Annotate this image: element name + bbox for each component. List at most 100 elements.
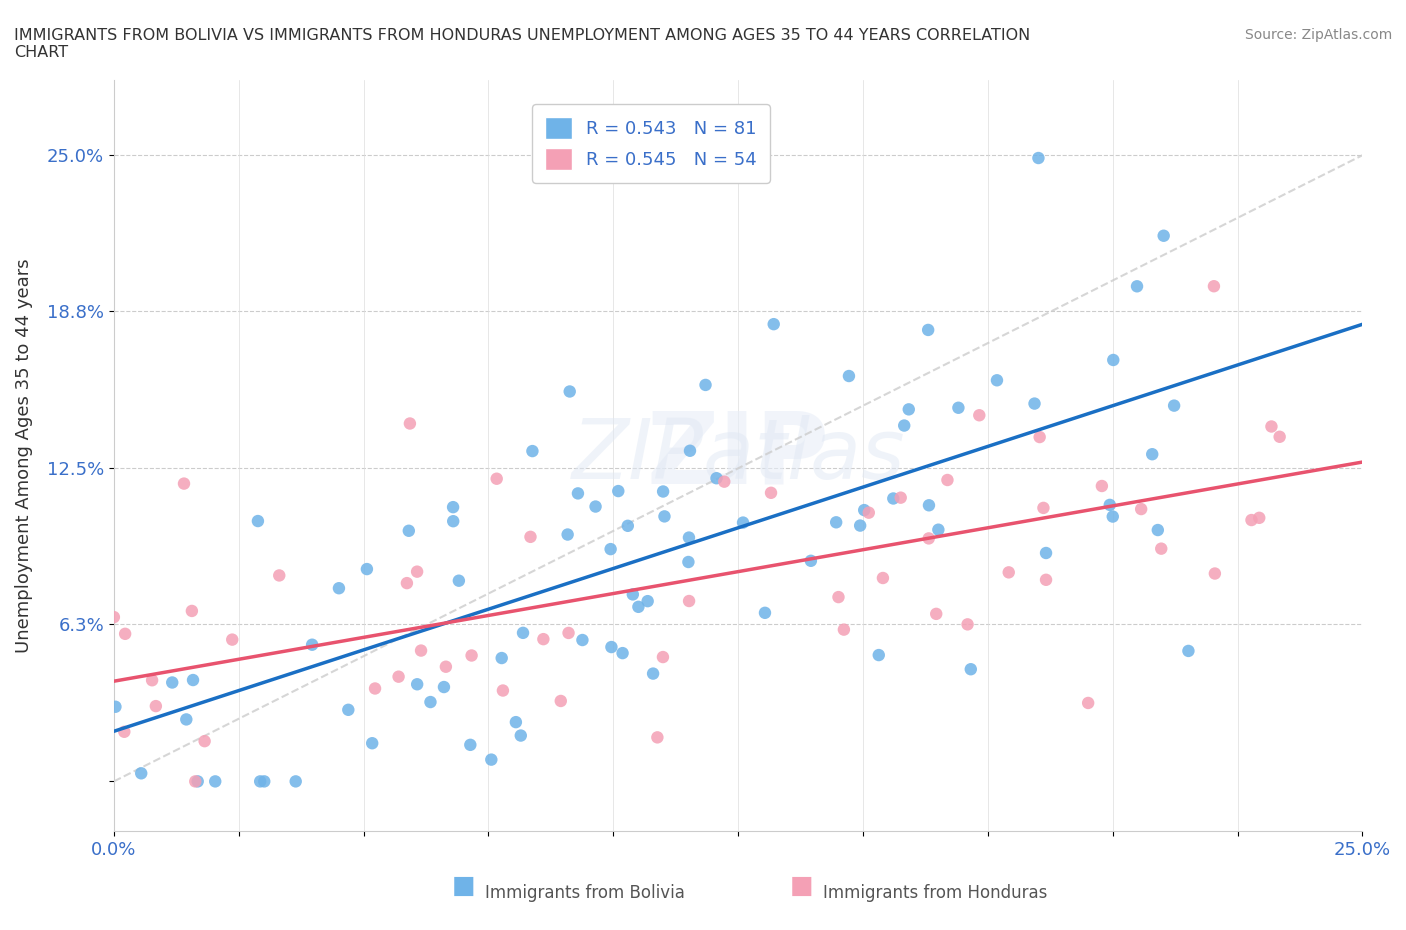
Point bbox=[176, 712, 198, 727]
Point bbox=[959, 662, 981, 677]
Point bbox=[678, 554, 700, 569]
Point bbox=[1032, 500, 1054, 515]
Point bbox=[832, 622, 855, 637]
Point bbox=[512, 625, 534, 640]
Point bbox=[956, 617, 979, 631]
Point bbox=[441, 499, 464, 514]
Point bbox=[184, 774, 207, 789]
Point bbox=[141, 672, 163, 687]
Point bbox=[301, 637, 323, 652]
Point bbox=[1098, 498, 1121, 512]
Point bbox=[679, 444, 702, 458]
Point bbox=[419, 695, 441, 710]
Point bbox=[145, 698, 167, 713]
Point bbox=[253, 774, 276, 789]
Point bbox=[872, 571, 894, 586]
Point bbox=[434, 659, 457, 674]
Point bbox=[409, 644, 432, 658]
Point bbox=[550, 694, 572, 709]
Point bbox=[1035, 546, 1057, 561]
Point bbox=[114, 627, 136, 642]
Point bbox=[731, 515, 754, 530]
Point bbox=[652, 484, 675, 498]
Text: Immigrants from Bolivia: Immigrants from Bolivia bbox=[485, 884, 685, 902]
Point bbox=[853, 502, 876, 517]
Point bbox=[491, 651, 513, 666]
Point bbox=[399, 416, 422, 431]
Point bbox=[1249, 511, 1271, 525]
Point bbox=[1077, 696, 1099, 711]
Point bbox=[567, 486, 589, 501]
Point bbox=[246, 513, 269, 528]
Point bbox=[522, 444, 544, 458]
Point bbox=[617, 518, 640, 533]
Point bbox=[627, 600, 650, 615]
Point bbox=[652, 650, 675, 665]
Point bbox=[1101, 509, 1123, 524]
Point bbox=[364, 681, 387, 696]
Text: Immigrants from Honduras: Immigrants from Honduras bbox=[823, 884, 1047, 902]
Point bbox=[173, 476, 195, 491]
Point bbox=[1146, 523, 1168, 538]
Point bbox=[447, 573, 470, 588]
Point bbox=[1091, 479, 1114, 494]
Point bbox=[893, 418, 915, 433]
Point bbox=[838, 368, 860, 383]
Point bbox=[948, 400, 970, 415]
Point bbox=[1028, 151, 1050, 166]
Point bbox=[269, 568, 291, 583]
Text: IMMIGRANTS FROM BOLIVIA VS IMMIGRANTS FROM HONDURAS UNEMPLOYMENT AMONG AGES 35 T: IMMIGRANTS FROM BOLIVIA VS IMMIGRANTS FR… bbox=[14, 28, 1031, 60]
Point bbox=[997, 565, 1019, 579]
Point bbox=[1035, 572, 1057, 587]
Point bbox=[406, 677, 429, 692]
Text: ■: ■ bbox=[453, 874, 475, 897]
Point bbox=[181, 672, 204, 687]
Point bbox=[460, 737, 482, 752]
Point bbox=[918, 531, 941, 546]
Text: ■: ■ bbox=[790, 874, 813, 897]
Point bbox=[187, 774, 209, 789]
Text: ZIPatlas: ZIPatlas bbox=[571, 416, 905, 497]
Point bbox=[129, 766, 152, 781]
Point bbox=[1150, 541, 1173, 556]
Point bbox=[599, 541, 621, 556]
Point bbox=[1028, 430, 1050, 445]
Point bbox=[406, 565, 429, 579]
Point bbox=[492, 683, 515, 698]
Point bbox=[204, 774, 226, 789]
Point bbox=[509, 728, 531, 743]
Point bbox=[395, 576, 418, 591]
Point bbox=[398, 524, 420, 538]
Point bbox=[1260, 419, 1282, 434]
Point bbox=[762, 317, 785, 332]
Point bbox=[925, 606, 948, 621]
Point bbox=[585, 499, 607, 514]
Point bbox=[825, 515, 848, 530]
Point bbox=[695, 378, 717, 392]
Point bbox=[1102, 352, 1125, 367]
Point bbox=[986, 373, 1008, 388]
Point bbox=[637, 593, 659, 608]
Point bbox=[969, 408, 991, 423]
Point bbox=[647, 730, 669, 745]
Point bbox=[531, 631, 554, 646]
Point bbox=[1130, 501, 1153, 516]
Point bbox=[678, 593, 700, 608]
Point bbox=[936, 472, 959, 487]
Point bbox=[643, 666, 665, 681]
Point bbox=[759, 485, 782, 500]
Point bbox=[460, 648, 482, 663]
Point bbox=[112, 724, 135, 739]
Point bbox=[1240, 512, 1263, 527]
Point bbox=[441, 513, 464, 528]
Point bbox=[849, 518, 872, 533]
Point bbox=[600, 640, 623, 655]
Text: ZIP: ZIP bbox=[647, 407, 830, 504]
Point bbox=[519, 529, 541, 544]
Point bbox=[654, 509, 676, 524]
Point bbox=[1153, 228, 1175, 243]
Point bbox=[1268, 430, 1291, 445]
Point bbox=[104, 699, 127, 714]
Point bbox=[387, 670, 409, 684]
Point bbox=[890, 490, 912, 505]
